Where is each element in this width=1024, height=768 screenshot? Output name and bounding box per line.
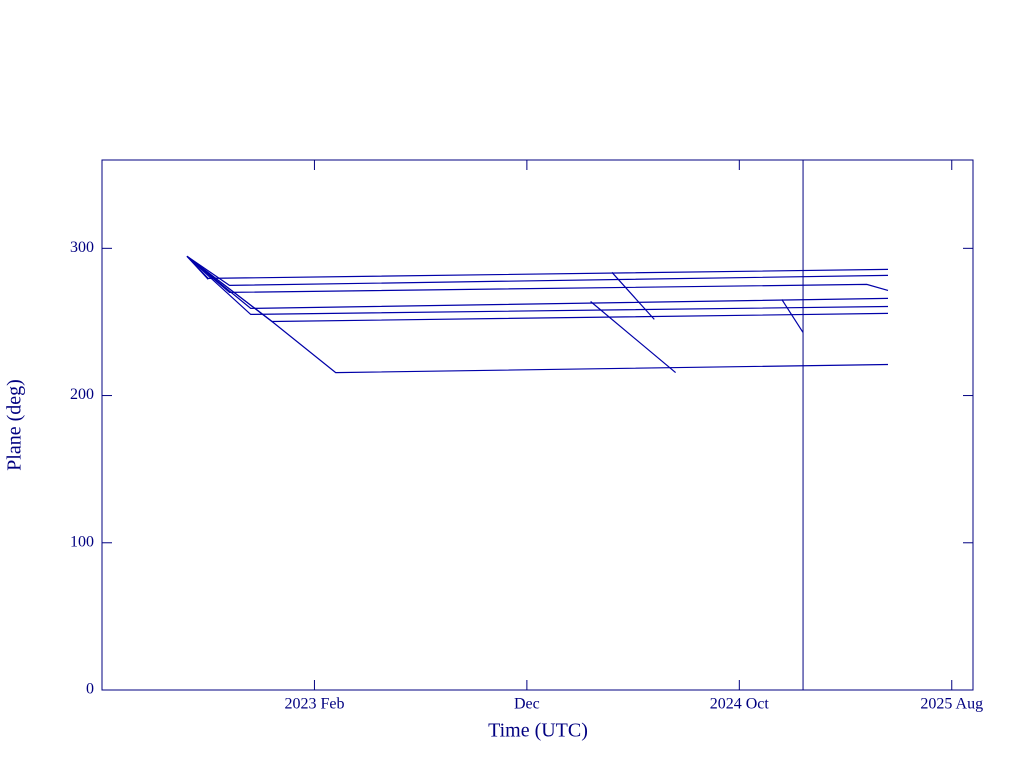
y-tick-label: 100 (70, 533, 94, 550)
x-tick-label: 2024 Oct (710, 696, 770, 713)
y-axis-label: Plane (deg) (4, 379, 26, 471)
series-line (186, 255, 889, 280)
y-tick-label: 0 (86, 681, 94, 698)
x-tick-label: 2023 Feb (284, 696, 344, 713)
y-tick-label: 300 (70, 239, 94, 256)
y-tick-label: 200 (70, 386, 94, 403)
series-line (186, 255, 889, 374)
series-line (611, 271, 655, 320)
x-tick-label: Dec (514, 696, 540, 713)
series-line (186, 255, 889, 287)
x-axis-label: Time (UTC) (488, 720, 588, 742)
series-line (590, 301, 676, 374)
plot-frame (101, 159, 974, 691)
series-line (186, 255, 889, 316)
x-tick-label: 2025 Aug (920, 696, 983, 713)
series-line (186, 255, 889, 310)
series-line (781, 299, 804, 333)
